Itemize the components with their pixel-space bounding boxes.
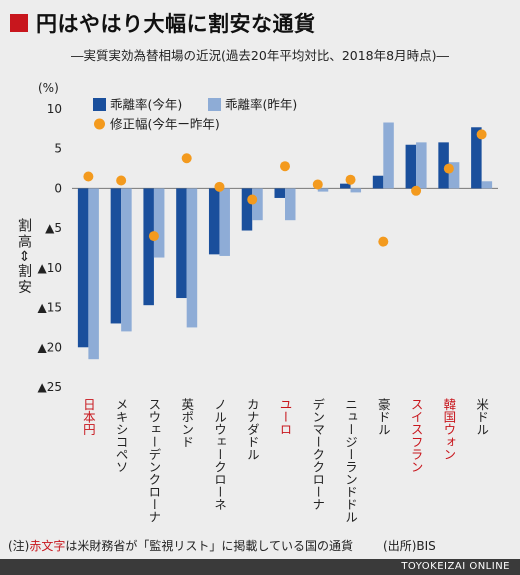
bar-this-year [405,144,417,189]
dot-change [280,161,290,172]
dot-change [116,175,127,186]
dot-change [443,163,454,174]
footnote-red-text: 赤文字 [29,539,66,553]
legend-label-change: 修正幅(今年ー昨年) [110,117,220,132]
bar-last-year [153,188,165,258]
bar-last-year [481,181,493,189]
bar-last-year [219,188,230,256]
bar-this-year [274,188,285,198]
bar-last-year [317,188,329,192]
y-tick-label: 0 [54,181,62,195]
legend: 乖離率(今年) 乖離率(昨年) 修正幅(今年ー昨年) [93,97,297,132]
bar-this-year [110,188,122,324]
dot-change [83,171,94,182]
legend-swatch-last-year [208,98,221,111]
legend-swatch-change [94,118,105,130]
dot-change [312,179,323,190]
footnote-prefix: (注) [8,539,30,553]
y-axis: (%) 10 5 0 ▲5 ▲10 ▲15 ▲20 ▲25 割高⇔割安 [16,81,62,394]
category-label: メキシコペソ [114,398,129,473]
brand-label: TOYOKEIZAI ONLINE [401,561,510,572]
x-axis: 日本円 メキシコペソ スウェーデンクローナ 英ポンド ノルウェークローネ カナダドル ユーロ… [81,397,489,523]
legend-swatch-this-year [93,98,106,111]
y-tick-label: 10 [47,102,62,116]
dot-change [247,194,258,205]
dot-change [214,181,225,192]
bar-last-year [88,188,99,360]
bar-last-year [186,188,198,328]
bar-this-year [176,188,187,299]
category-label: 米ドル [474,398,489,436]
bar-this-year [438,142,449,189]
y-tick-label: ▲10 [38,261,63,275]
bar-this-year [208,188,220,255]
title-marker [10,14,28,32]
bar-last-year [252,188,263,221]
chart-area: 乖離率(今年) 乖離率(昨年) 修正幅(今年ー昨年) (%) 10 5 0 ▲5 ▲10 ▲15… [16,81,498,523]
bar-this-year [77,188,89,348]
bar-this-year [143,188,154,306]
dot-change [345,174,356,185]
bar-this-year [471,127,482,189]
category-label: 日本円 [81,398,96,436]
category-label: 英ポンド [179,398,194,448]
category-label: ニュージーランドドル [343,398,358,523]
footnote: (注)赤文字は米財務省が「監視リスト」に掲載している国の通貨 (出所)BIS [8,537,436,554]
dot-change [411,185,422,196]
bar-this-year [372,175,384,189]
y-tick-label: ▲15 [38,301,63,315]
bar-last-year [285,188,296,221]
category-label: 豪ドル [376,397,391,436]
dot-change [378,236,389,247]
footnote-text: は米財務省が「監視リスト」に掲載している国の通貨 [65,539,354,553]
y-tick-label: ▲25 [38,380,63,394]
category-label: ノルウェークローネ [212,398,227,511]
bar-this-year [340,183,351,189]
chart-subtitle: ―実質実効為替相場の近況(過去20年平均対比、2018年8月時点)― [71,48,449,63]
category-label: 韓国ウォン [441,398,456,461]
chart-title: 円はやはり大幅に割安な通貨 [36,12,316,36]
source-note: (出所)BIS [383,539,436,553]
bar-last-year [416,142,427,189]
category-label: スイスフラン [409,398,424,473]
category-label: スウェーデンクローナ [146,398,161,523]
category-label: デンマーククローナ [310,398,325,511]
bar-last-year [383,122,394,189]
title-row: 円はやはり大幅に割安な通貨 [10,8,316,38]
bar-this-year [241,188,253,231]
category-label: カナダドル [245,398,260,461]
legend-label-this-year: 乖離率(今年) [110,97,182,112]
y-axis-unit: (%) [38,81,59,95]
y-axis-label: 割高⇔割安 [16,217,32,295]
y-tick-label: ▲5 [45,221,62,235]
bar-last-year [121,188,132,332]
legend-label-last-year: 乖離率(昨年) [225,97,297,112]
dot-change [181,153,192,164]
plot-area [72,122,498,360]
dot-change [476,129,487,140]
category-label: ユーロ [278,398,293,436]
bar-last-year [448,162,460,189]
dot-change [148,231,159,242]
y-tick-label: ▲20 [38,340,63,354]
bar-last-year [350,188,362,193]
brand-bar: TOYOKEIZAI ONLINE [0,559,520,575]
y-tick-label: 5 [54,142,62,156]
